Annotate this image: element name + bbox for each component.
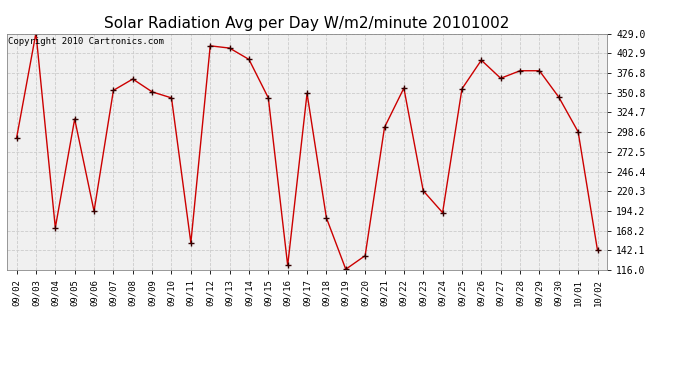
Title: Solar Radiation Avg per Day W/m2/minute 20101002: Solar Radiation Avg per Day W/m2/minute … xyxy=(104,16,510,31)
Text: Copyright 2010 Cartronics.com: Copyright 2010 Cartronics.com xyxy=(8,37,164,46)
